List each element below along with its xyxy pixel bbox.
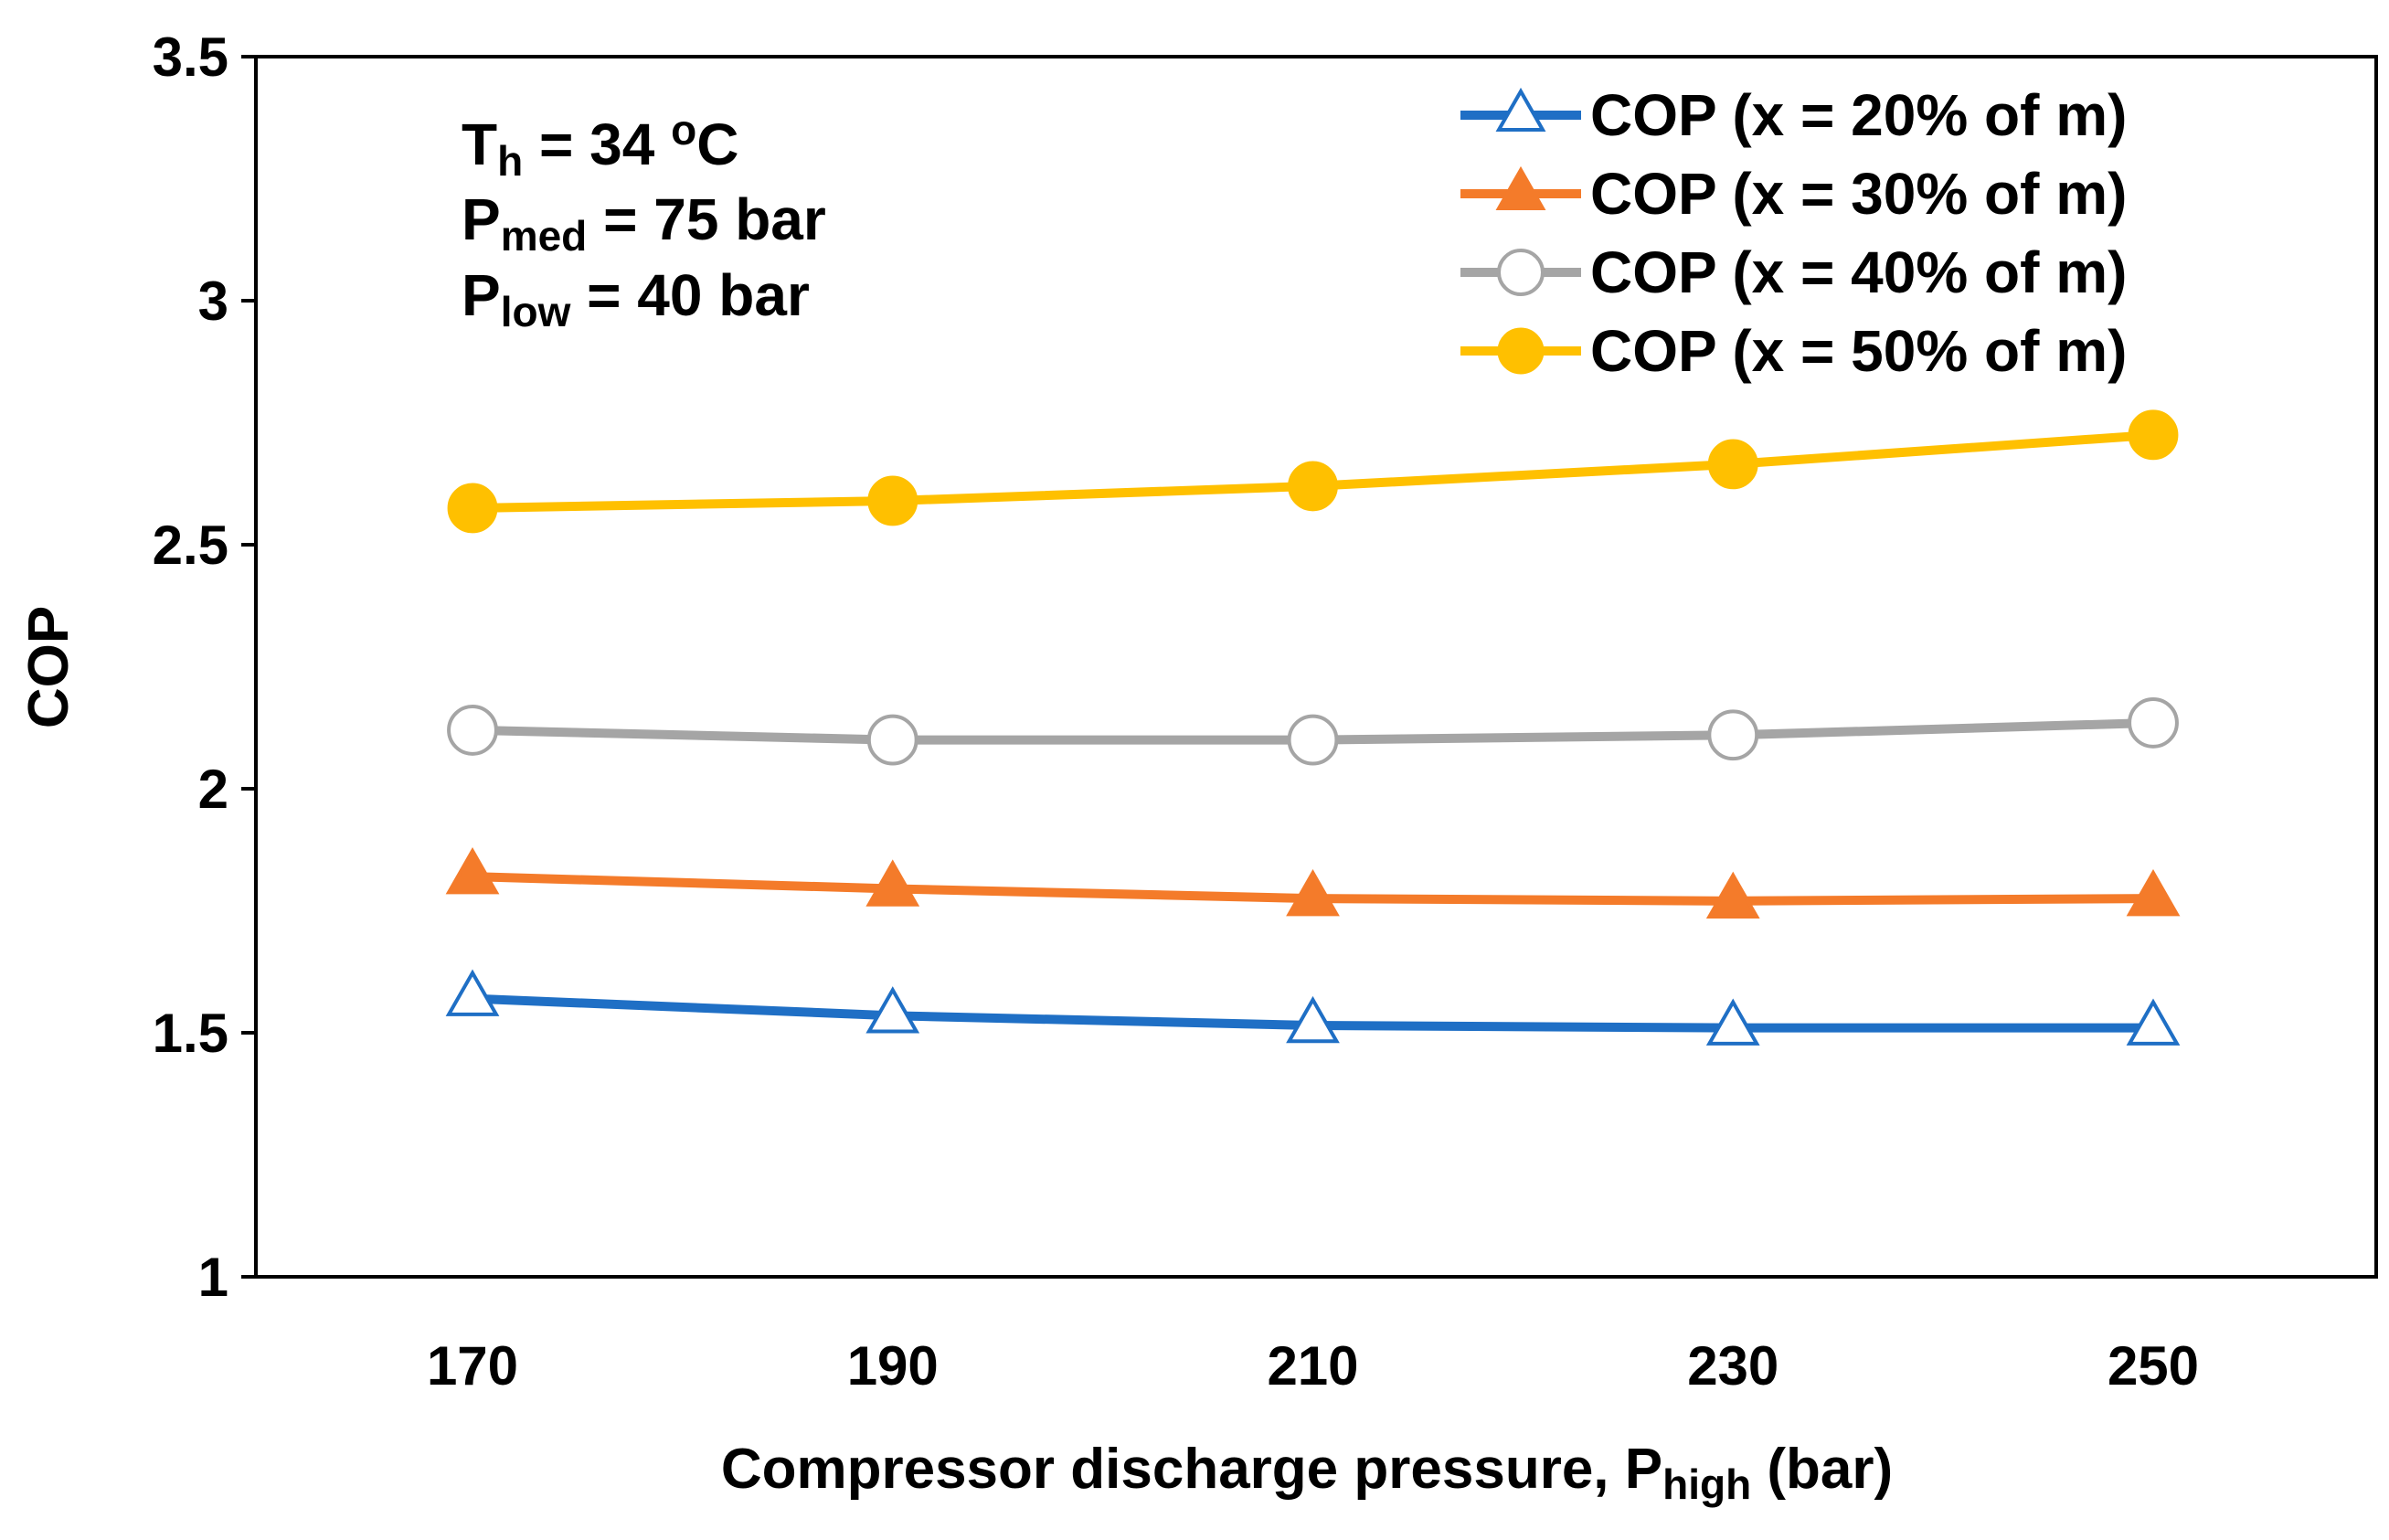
x-axis-title-main: Compressor discharge pressure, P — [721, 1438, 1662, 1501]
x-tick-label: 170 — [427, 1335, 518, 1397]
data-point — [447, 483, 498, 534]
annotation-medium-pressure-subscript: med — [501, 212, 588, 260]
series-2 — [445, 846, 2181, 919]
condition-annotations: Th = 34 oC Pmed = 75 bar Plow = 40 bar — [462, 106, 826, 335]
annotation-medium-pressure-symbol: P — [462, 186, 501, 252]
series-3 — [447, 696, 2179, 766]
data-point — [867, 475, 918, 526]
annotation-low-pressure-value: = 40 bar — [570, 262, 810, 328]
x-axis-ticks: 170 190 210 230 250 — [427, 1335, 2199, 1397]
y-tick-label: 3.5 — [153, 27, 228, 88]
legend-label: COP (x = 50% of m) — [1590, 318, 2127, 384]
annotation-temperature-value: = 34 — [523, 112, 671, 177]
data-point — [445, 846, 500, 895]
y-tick-label: 3 — [198, 271, 228, 332]
y-tick-label: 2 — [198, 759, 228, 820]
data-point — [1705, 871, 1760, 919]
data-point — [2126, 998, 2181, 1046]
data-point — [1707, 439, 1758, 490]
x-tick-label: 210 — [1267, 1335, 1358, 1397]
data-point — [1705, 998, 1760, 1046]
annotation-temperature-symbol: T — [462, 112, 497, 177]
x-axis-title-subscript: high — [1662, 1460, 1751, 1508]
legend-label: COP (x = 40% of m) — [1590, 239, 2127, 305]
x-tick-label: 250 — [2108, 1335, 2199, 1397]
data-point — [1286, 995, 1340, 1044]
data-point — [2128, 409, 2179, 461]
x-axis-title-unit: (bar) — [1751, 1438, 1893, 1501]
data-point — [1287, 714, 1339, 766]
x-tick-label: 230 — [1687, 1335, 1778, 1397]
data-point — [2126, 868, 2181, 917]
annotation-low-pressure: Plow = 40 bar — [462, 262, 810, 335]
annotation-medium-pressure-value: = 75 bar — [587, 186, 826, 252]
data-point — [2128, 696, 2179, 749]
x-axis-title: Compressor discharge pressure, Phigh (ba… — [721, 1438, 1893, 1508]
legend-label: COP (x = 20% of m) — [1590, 82, 2127, 148]
legend-swatch-marker — [1497, 249, 1545, 296]
x-tick-label: 190 — [847, 1335, 939, 1397]
data-point — [865, 986, 920, 1034]
legend-swatch-marker — [1495, 87, 1546, 132]
data-point — [865, 859, 920, 907]
y-tick-label: 1 — [198, 1247, 228, 1308]
annotation-medium-pressure: Pmed = 75 bar — [462, 186, 826, 260]
series-layer — [445, 409, 2181, 1046]
legend-item: COP (x = 20% of m) — [1460, 82, 2127, 148]
series-4 — [447, 409, 2179, 534]
series-1 — [445, 969, 2181, 1046]
legend-item: COP (x = 40% of m) — [1460, 239, 2127, 305]
legend-swatch-marker — [1497, 327, 1545, 375]
legend: COP (x = 20% of m) COP (x = 30% of m) COP … — [1460, 82, 2127, 384]
data-point — [1288, 461, 1338, 512]
data-point — [445, 969, 500, 1016]
y-tick-label: 1.5 — [153, 1003, 228, 1064]
annotation-temperature: Th = 34 oC — [462, 106, 738, 185]
data-point — [866, 714, 918, 766]
data-point — [447, 705, 498, 756]
annotation-low-pressure-symbol: P — [462, 262, 501, 328]
annotation-low-pressure-subscript: low — [501, 288, 571, 335]
annotation-temperature-degree: o — [671, 106, 696, 154]
annotation-temperature-unit: C — [696, 112, 738, 177]
y-axis-ticks: 1 1.5 2 2.5 3 3.5 — [153, 27, 256, 1308]
legend-item: COP (x = 30% of m) — [1460, 161, 2127, 227]
legend-item: COP (x = 50% of m) — [1460, 318, 2127, 384]
plot-area-frame — [254, 55, 2378, 1279]
data-point — [1286, 868, 1340, 917]
annotation-temperature-subscript: h — [497, 137, 523, 185]
y-axis-title: COP — [17, 606, 80, 728]
legend-label: COP (x = 30% of m) — [1590, 161, 2127, 227]
legend-swatch-marker — [1495, 165, 1546, 210]
data-point — [1707, 709, 1759, 761]
y-tick-label: 2.5 — [153, 515, 228, 576]
